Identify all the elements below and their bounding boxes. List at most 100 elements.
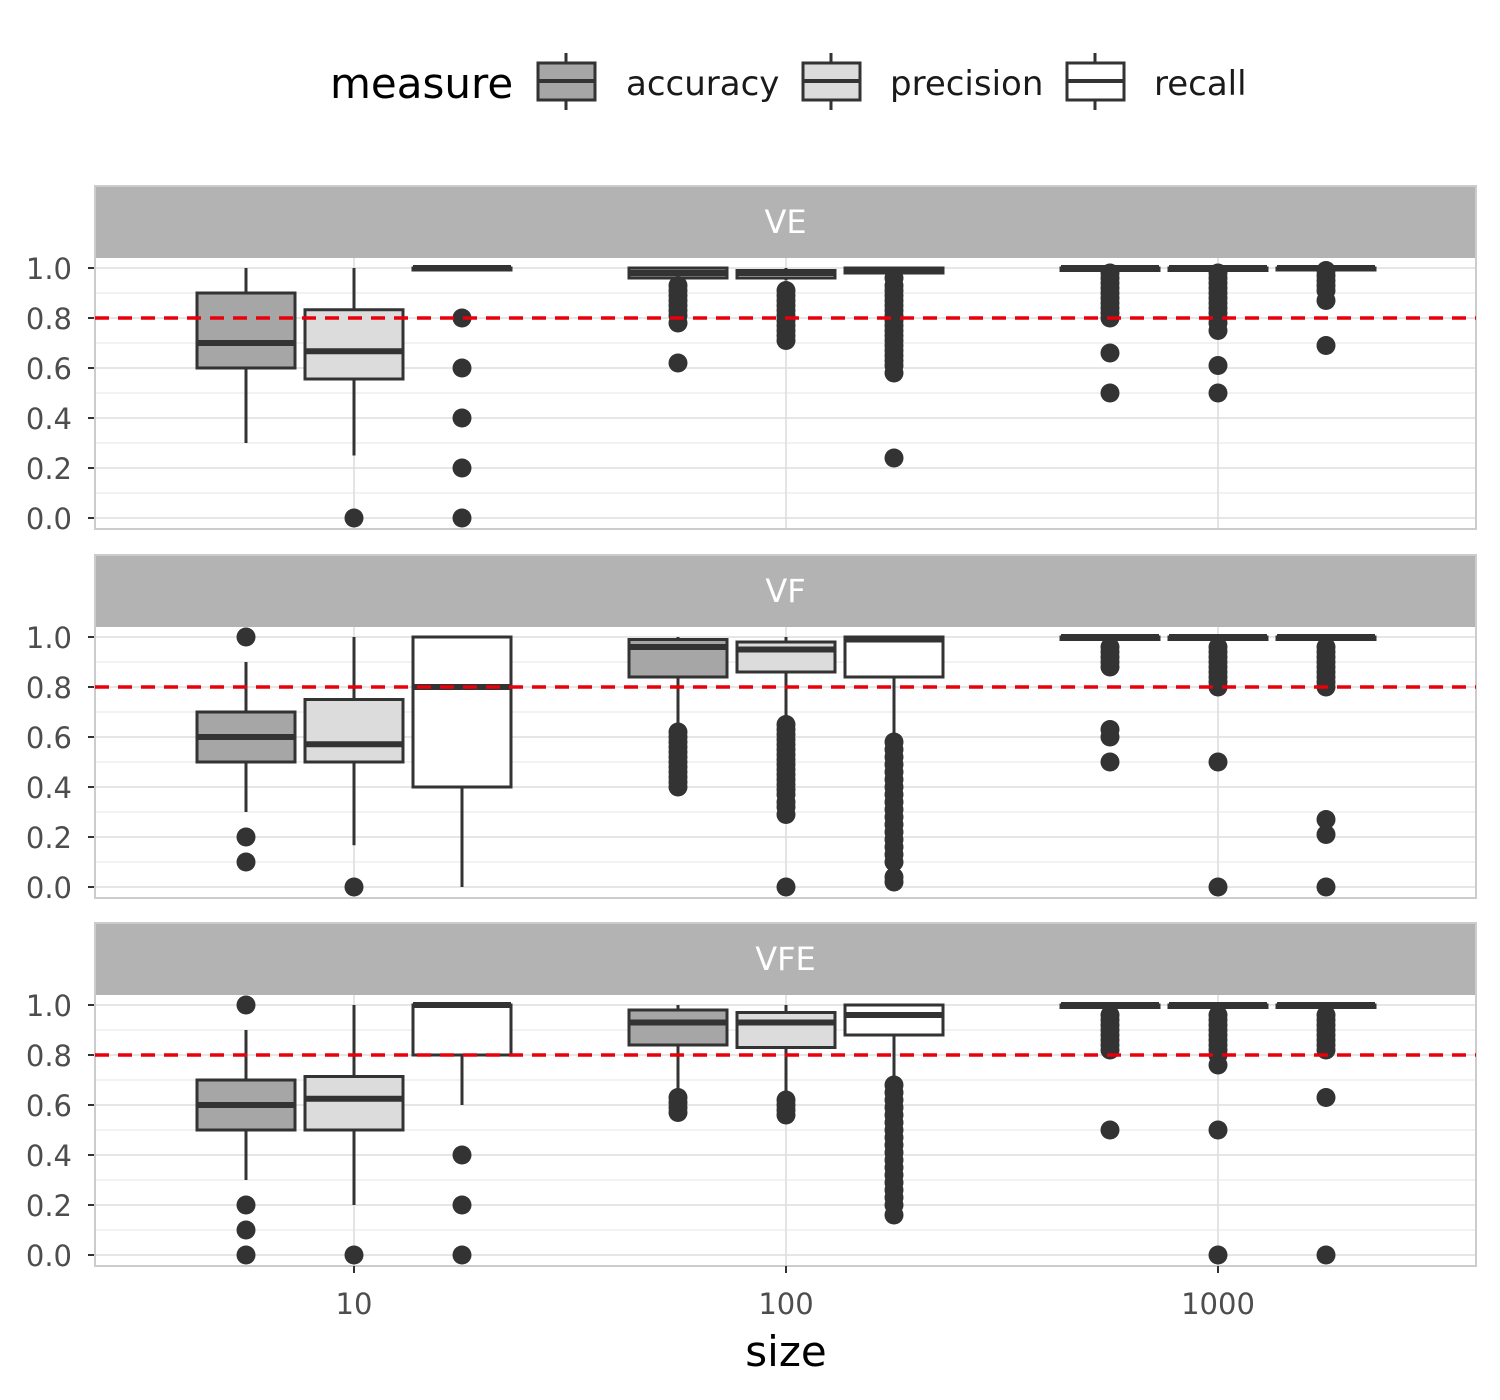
box-accuracy [1059, 634, 1161, 772]
outlier-point [1316, 825, 1336, 844]
outlier-point [1316, 1088, 1336, 1107]
outlier-point [776, 331, 796, 350]
outlier-point [452, 1245, 472, 1265]
outlier-point [1208, 677, 1228, 697]
box-accuracy [1059, 1002, 1161, 1140]
outlier-point [884, 872, 904, 892]
outlier-point [1316, 336, 1336, 355]
outlier-point [776, 1105, 796, 1125]
y-tick-label: 0.4 [26, 1139, 72, 1173]
outlier-point [452, 458, 472, 478]
outlier-point [1316, 810, 1336, 829]
size-group-1000 [1059, 1002, 1377, 1265]
legend-items: accuracy precision recall [536, 53, 1247, 110]
box-body [735, 1011, 837, 1049]
outlier-point [884, 448, 904, 468]
outlier-point [236, 827, 256, 847]
outlier-point [1100, 727, 1120, 747]
legend-item-precision: precision [801, 53, 1043, 110]
box-precision [1167, 1002, 1269, 1265]
outlier-point [884, 1205, 904, 1225]
panel-border [94, 185, 1477, 530]
box-body [411, 635, 513, 789]
legend: measure accuracy precision recall [330, 53, 1247, 110]
x-axis: 10 100 1000 [336, 1266, 1255, 1321]
outlier-point [1316, 877, 1336, 897]
box-precision [303, 637, 405, 897]
x-tick-label: 10 [336, 1287, 373, 1321]
outlier-point [236, 1245, 256, 1265]
legend-label-accuracy: accuracy [626, 64, 779, 104]
y-tick-label: 0.0 [26, 502, 72, 536]
box-body [195, 291, 297, 370]
outlier-point [1316, 291, 1336, 310]
box-accuracy [627, 637, 729, 797]
facet-strip-label: VE [764, 203, 806, 241]
y-tick-label: 0.6 [26, 352, 72, 386]
outlier-point [1208, 1245, 1228, 1265]
box-recall [843, 1003, 945, 1225]
box-precision [303, 1005, 405, 1265]
outlier-point [1100, 383, 1120, 403]
y-tick-label: 0.2 [26, 821, 72, 855]
facet-strip-label: VFE [755, 940, 816, 978]
size-group-10 [195, 627, 513, 897]
x-tick-label: 100 [758, 1287, 813, 1321]
y-tick-label: 0.0 [26, 1239, 72, 1273]
outlier-point [452, 358, 472, 378]
size-group-100 [627, 635, 945, 897]
outlier-point [776, 877, 796, 897]
legend-label-recall: recall [1154, 64, 1247, 104]
box-recall [411, 265, 513, 528]
outlier-point [236, 995, 256, 1015]
y-tick-label: 1.0 [26, 252, 72, 286]
outlier-point [1208, 1120, 1228, 1140]
size-group-1000 [1059, 261, 1377, 403]
box-recall [1275, 634, 1377, 897]
outlier-point [668, 777, 688, 797]
outlier-point [452, 1195, 472, 1215]
facet-strip [95, 923, 1476, 995]
panel-border [94, 554, 1477, 899]
legend-item-accuracy: accuracy [536, 53, 779, 110]
y-tick-label: 0.6 [26, 1089, 72, 1123]
panel-vf: VF 0.0 0.2 0.4 0.6 0.8 1.0 [26, 554, 1477, 905]
x-axis-title: size [745, 1327, 826, 1376]
legend-title: measure [330, 59, 513, 108]
size-group-10 [195, 265, 513, 528]
box-accuracy [195, 995, 297, 1265]
outlier-point [344, 877, 364, 897]
box-body [303, 698, 405, 764]
outlier-point [884, 363, 904, 383]
outlier-point [1208, 383, 1228, 403]
outlier-point [236, 1195, 256, 1215]
y-tick-label: 1.0 [26, 621, 72, 655]
y-tick-label: 0.2 [26, 1189, 72, 1223]
box-recall [843, 635, 945, 892]
box-precision [735, 637, 837, 897]
outlier-point [452, 308, 472, 328]
y-tick-label: 0.8 [26, 1039, 72, 1073]
facet-panels: VE 0.0 0.2 0.4 0.6 0.8 1.0 VF 0.0 0.2 0.4 0.6 0.8 1.0… [26, 185, 1477, 1273]
panel-vfe: VFE 0.0 0.2 0.4 0.6 0.8 1.0 [26, 922, 1477, 1273]
outlier-point [1208, 877, 1228, 897]
box-body [843, 1003, 945, 1037]
y-tick-label: 0.4 [26, 771, 72, 805]
outlier-point [236, 627, 256, 647]
outlier-point [1100, 752, 1120, 772]
box-precision [735, 1005, 837, 1125]
outlier-point [452, 408, 472, 428]
outlier-point [344, 508, 364, 528]
outlier-point [1208, 1055, 1228, 1075]
box-recall [1275, 261, 1377, 355]
outlier-point [776, 805, 796, 824]
box-body [843, 635, 945, 679]
outlier-point [1208, 752, 1228, 772]
legend-label-precision: precision [890, 64, 1043, 104]
box-precision [1167, 634, 1269, 897]
y-tick-label: 0.2 [26, 452, 72, 486]
outlier-point [1208, 356, 1228, 375]
box-accuracy [627, 1005, 729, 1122]
outlier-point [668, 353, 688, 373]
size-group-100 [627, 266, 945, 468]
